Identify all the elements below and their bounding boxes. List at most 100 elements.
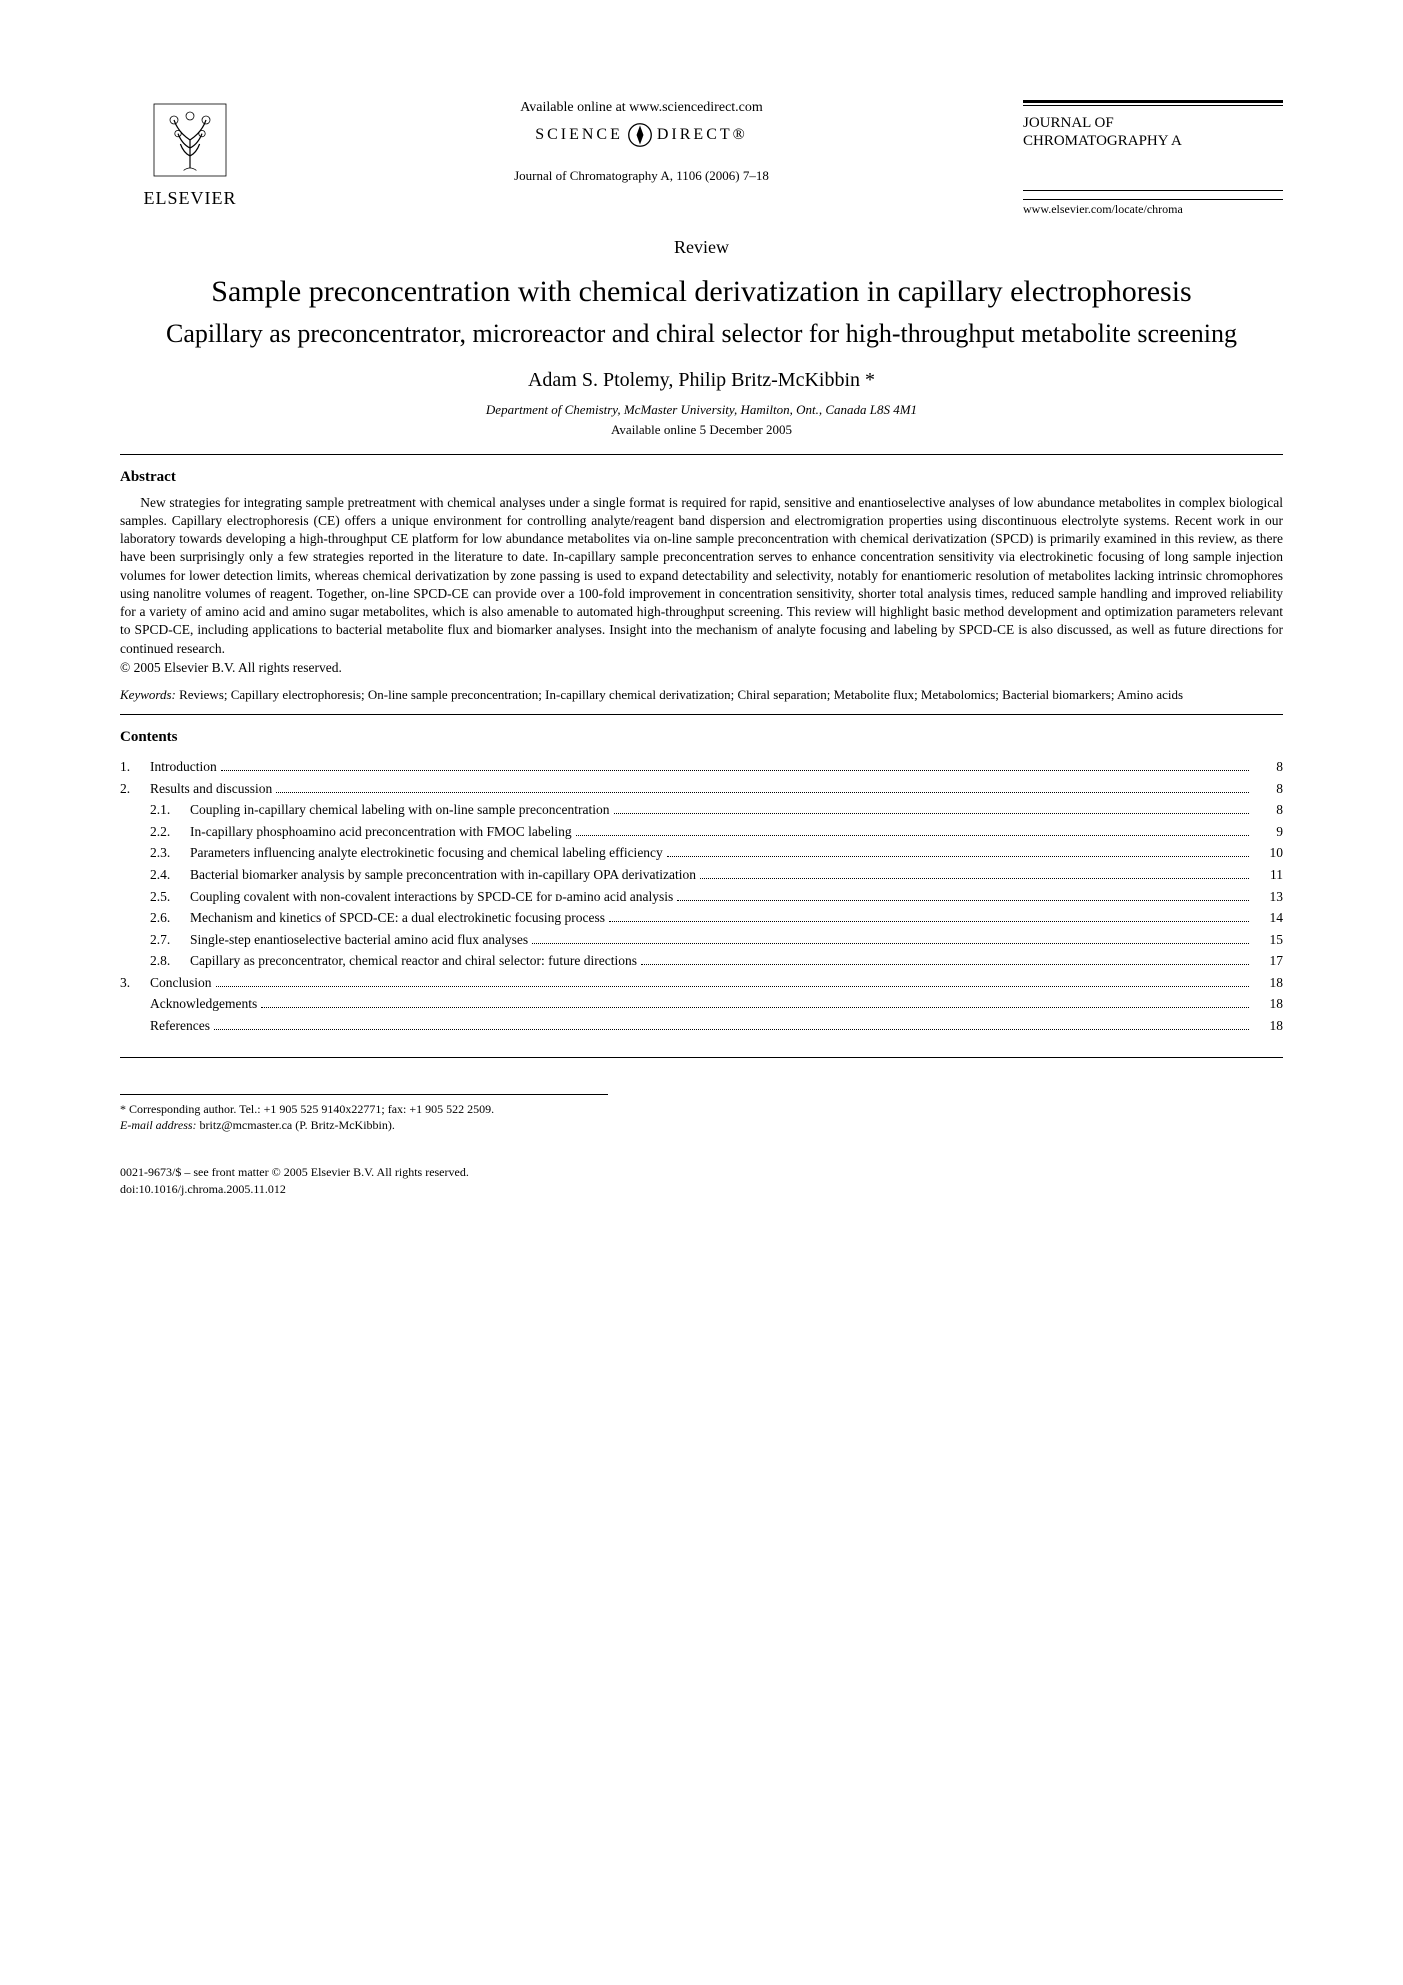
toc-leader-dots [576,835,1249,836]
toc-row: 2.Results and discussion 8 [120,778,1283,800]
toc-title: Acknowledgements [150,993,257,1015]
toc-page: 11 [1253,864,1283,886]
citation-line: Journal of Chromatography A, 1106 (2006)… [280,168,1003,184]
available-online-text: Available online at www.sciencedirect.co… [280,100,1003,116]
toc-row: 2.5.Coupling covalent with non-covalent … [120,886,1283,908]
email-line: E-mail address: britz@mcmaster.ca (P. Br… [120,1117,608,1134]
toc-row: 2.3.Parameters influencing analyte elect… [120,842,1283,864]
article-subtitle: Capillary as preconcentrator, microreact… [120,317,1283,351]
toc-number: 2.4. [150,864,190,886]
keywords-block: Keywords: Reviews; Capillary electrophor… [120,686,1283,704]
rule [120,714,1283,715]
affiliation: Department of Chemistry, McMaster Univer… [120,402,1283,418]
sciencedirect-compass-icon [627,122,653,148]
toc-page: 17 [1253,950,1283,972]
toc-number: 3. [120,972,150,994]
corresponding-author-note: * Corresponding author. Tel.: +1 905 525… [120,1101,608,1118]
table-of-contents: 1.Introduction 8 2.Results and discussion 8… [120,756,1283,1037]
toc-title: References [150,1015,210,1037]
elsevier-tree-logo [150,100,230,180]
toc-leader-dots [677,900,1249,901]
footer-meta: 0021-9673/$ – see front matter © 2005 El… [120,1164,1283,1198]
contents-heading: Contents [120,729,1283,746]
toc-number: 2.7. [150,929,190,951]
email-address: britz@mcmaster.ca (P. Britz-McKibbin). [200,1118,395,1132]
sciencedirect-right: DIRECT® [657,126,748,144]
abstract-copyright: © 2005 Elsevier B.V. All rights reserved… [120,660,1283,676]
toc-title: Mechanism and kinetics of SPCD-CE: a dua… [190,907,605,929]
toc-leader-dots [532,943,1249,944]
sciencedirect-left: SCIENCE [535,126,623,144]
toc-title: Coupling in-capillary chemical labeling … [190,799,610,821]
toc-leader-dots [214,1029,1249,1030]
toc-leader-dots [216,986,1249,987]
toc-leader-dots [609,921,1249,922]
doi: doi:10.1016/j.chroma.2005.11.012 [120,1181,1283,1198]
toc-row: 2.4.Bacterial biomarker analysis by samp… [120,864,1283,886]
toc-page: 15 [1253,929,1283,951]
toc-row: 2.2.In-capillary phosphoamino acid preco… [120,821,1283,843]
toc-page: 10 [1253,842,1283,864]
journal-name: JOURNAL OF CHROMATOGRAPHY A [1023,114,1283,150]
toc-page: 8 [1253,756,1283,778]
abstract-text: New strategies for integrating sample pr… [120,494,1283,658]
email-label: E-mail address: [120,1118,197,1132]
toc-page: 18 [1253,972,1283,994]
toc-page: 9 [1253,821,1283,843]
toc-row: 2.7.Single-step enantioselective bacteri… [120,929,1283,951]
toc-title: Conclusion [150,972,212,994]
available-date: Available online 5 December 2005 [120,422,1283,438]
keywords-text: Reviews; Capillary electrophoresis; On-l… [179,687,1183,702]
toc-title: Introduction [150,756,217,778]
center-header: Available online at www.sciencedirect.co… [260,100,1023,184]
footnotes: * Corresponding author. Tel.: +1 905 525… [120,1094,608,1135]
toc-page: 8 [1253,799,1283,821]
toc-title: Results and discussion [150,778,272,800]
journal-block: JOURNAL OF CHROMATOGRAPHY A www.elsevier… [1023,100,1283,217]
toc-row: Acknowledgements 18 [120,993,1283,1015]
toc-row: 2.6.Mechanism and kinetics of SPCD-CE: a… [120,907,1283,929]
toc-row: 1.Introduction 8 [120,756,1283,778]
toc-number: 2. [120,778,150,800]
journal-url: www.elsevier.com/locate/chroma [1023,202,1283,217]
toc-number: 2.6. [150,907,190,929]
toc-number: 1. [120,756,150,778]
article-type: Review [120,237,1283,258]
authors: Adam S. Ptolemy, Philip Britz-McKibbin * [120,369,1283,392]
toc-leader-dots [276,792,1249,793]
toc-leader-dots [667,856,1249,857]
publisher-block: ELSEVIER [120,100,260,209]
issn-copyright: 0021-9673/$ – see front matter © 2005 El… [120,1164,1283,1181]
toc-number: 2.3. [150,842,190,864]
toc-number: 2.2. [150,821,190,843]
toc-title: Parameters influencing analyte electroki… [190,842,663,864]
toc-row: 2.1.Coupling in-capillary chemical label… [120,799,1283,821]
toc-leader-dots [261,1007,1249,1008]
toc-title: Bacterial biomarker analysis by sample p… [190,864,696,886]
toc-title: Capillary as preconcentrator, chemical r… [190,950,637,972]
sciencedirect-brand: SCIENCE DIRECT® [280,122,1003,148]
journal-header: ELSEVIER Available online at www.science… [120,100,1283,217]
toc-page: 14 [1253,907,1283,929]
publisher-name: ELSEVIER [144,188,237,209]
toc-row: 2.8.Capillary as preconcentrator, chemic… [120,950,1283,972]
toc-title: Single-step enantioselective bacterial a… [190,929,528,951]
rule [120,1057,1283,1058]
abstract-heading: Abstract [120,469,1283,486]
toc-leader-dots [221,770,1249,771]
toc-page: 18 [1253,993,1283,1015]
toc-leader-dots [614,813,1250,814]
toc-row: 3.Conclusion 18 [120,972,1283,994]
toc-title: Coupling covalent with non-covalent inte… [190,886,673,908]
toc-leader-dots [700,878,1249,879]
rule [120,454,1283,455]
toc-number: 2.5. [150,886,190,908]
article-title: Sample preconcentration with chemical de… [120,272,1283,311]
keywords-label: Keywords: [120,687,176,702]
toc-row: References 18 [120,1015,1283,1037]
toc-number: 2.1. [150,799,190,821]
toc-page: 18 [1253,1015,1283,1037]
toc-page: 13 [1253,886,1283,908]
toc-page: 8 [1253,778,1283,800]
toc-title: In-capillary phosphoamino acid preconcen… [190,821,572,843]
